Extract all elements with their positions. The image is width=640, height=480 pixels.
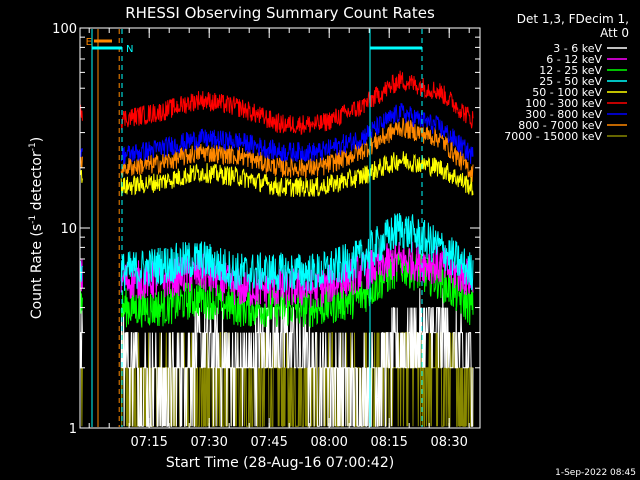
trace-series-6 (120, 103, 474, 165)
legend-item-label: 300 - 800 keV (525, 108, 602, 121)
x-axis: 07:15 07:30 07:45 08:00 08:15 08:30 (88, 28, 470, 450)
legend-item-label: 12 - 25 keV (539, 64, 602, 77)
flag-label: E (86, 37, 92, 48)
x-tick-label: 07:45 (250, 435, 287, 450)
chart-title: RHESSI Observing Summary Count Rates (125, 4, 435, 22)
x-axis-label: Start Time (28-Aug-16 07:00:42) (166, 455, 394, 471)
trace-series-0 (120, 287, 474, 427)
legend-item-label: 800 - 7000 keV (518, 119, 602, 132)
legend-item-label: 100 - 300 keV (525, 97, 602, 110)
legend-header: Att 0 (600, 26, 629, 40)
legend-item-label: 50 - 100 keV (532, 86, 602, 99)
y-axis: 1 10 100 (52, 22, 480, 437)
y-tick-label: 10 (60, 222, 77, 237)
trace-series-3 (120, 212, 474, 293)
x-tick-label: 08:30 (430, 435, 467, 450)
x-tick-label: 07:30 (190, 435, 227, 450)
flag-label: N (126, 44, 133, 55)
y-tick-label: 100 (52, 22, 77, 37)
footer-timestamp: 1-Sep-2022 08:45 (555, 468, 636, 478)
y-tick-label: 1 (69, 422, 77, 437)
legend-item-label: 25 - 50 keV (539, 75, 602, 88)
x-tick-label: 08:15 (370, 435, 407, 450)
x-tick-label: 08:00 (310, 435, 347, 450)
x-tick-label: 07:15 (130, 435, 167, 450)
trace-series-5 (120, 70, 474, 135)
attenuator-flags: EN (86, 29, 423, 427)
plot-traces (79, 70, 474, 427)
legend-header: Det 1,3, FDecim 1, (517, 12, 629, 26)
legend-item-label: 6 - 12 keV (546, 53, 602, 66)
legend-item-label: 7000 - 15000 keV (504, 130, 602, 143)
trace-series-4 (120, 151, 474, 197)
legend-item-label: 3 - 6 keV (553, 42, 602, 55)
trace-series-7 (120, 117, 474, 182)
y-axis-label: Count Rate (s-1 detector-1) (28, 137, 45, 319)
